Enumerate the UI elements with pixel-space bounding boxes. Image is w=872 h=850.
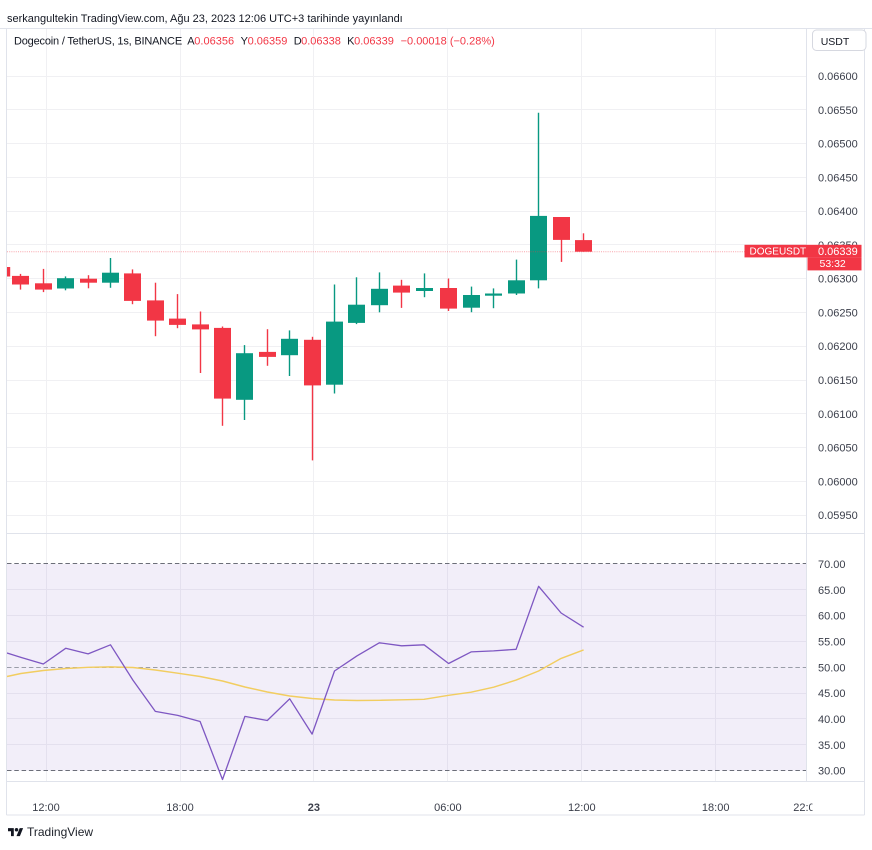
svg-text:0.06100: 0.06100 bbox=[818, 409, 858, 421]
svg-text:18:00: 18:00 bbox=[702, 802, 730, 814]
svg-text:0.06400: 0.06400 bbox=[818, 206, 858, 218]
svg-text:65.00: 65.00 bbox=[818, 585, 846, 597]
svg-text:D: D bbox=[294, 35, 302, 47]
svg-text:0.06150: 0.06150 bbox=[818, 375, 858, 387]
svg-text:06:00: 06:00 bbox=[434, 802, 462, 814]
svg-text:0.06300: 0.06300 bbox=[818, 274, 858, 286]
svg-text:Dogecoin / TetherUS, 1s, BINAN: Dogecoin / TetherUS, 1s, BINANCE bbox=[14, 35, 182, 47]
svg-text:12:00: 12:00 bbox=[568, 802, 596, 814]
svg-text:−0.00018 (−0.28%): −0.00018 (−0.28%) bbox=[401, 35, 495, 47]
svg-text:0.06250: 0.06250 bbox=[818, 308, 858, 320]
svg-text:0.06339: 0.06339 bbox=[818, 246, 858, 258]
svg-text:55.00: 55.00 bbox=[818, 637, 846, 649]
svg-text:23: 23 bbox=[308, 802, 320, 814]
svg-text:0.06450: 0.06450 bbox=[818, 172, 858, 184]
svg-text:0.06550: 0.06550 bbox=[818, 105, 858, 117]
svg-text:0.06356: 0.06356 bbox=[194, 35, 234, 47]
svg-text:0.06500: 0.06500 bbox=[818, 139, 858, 151]
svg-text:0.06000: 0.06000 bbox=[818, 476, 858, 488]
svg-text:45.00: 45.00 bbox=[818, 688, 846, 700]
svg-text:DOGEUSDT: DOGEUSDT bbox=[750, 247, 807, 258]
svg-text:50.00: 50.00 bbox=[818, 662, 846, 674]
svg-text:0.06339: 0.06339 bbox=[354, 35, 394, 47]
svg-text:12:00: 12:00 bbox=[32, 802, 60, 814]
svg-text:USDT: USDT bbox=[821, 36, 850, 48]
svg-text:60.00: 60.00 bbox=[818, 611, 846, 623]
svg-text:0.06200: 0.06200 bbox=[818, 341, 858, 353]
svg-text:Y: Y bbox=[241, 35, 249, 47]
svg-text:53:32: 53:32 bbox=[820, 258, 846, 270]
svg-text:18:00: 18:00 bbox=[166, 802, 194, 814]
svg-text:0.06600: 0.06600 bbox=[818, 71, 858, 83]
svg-text:30.00: 30.00 bbox=[818, 766, 846, 778]
svg-text:0.05950: 0.05950 bbox=[818, 510, 858, 522]
svg-text:0.06359: 0.06359 bbox=[248, 35, 288, 47]
svg-text:TradingView: TradingView bbox=[27, 825, 93, 839]
svg-text:40.00: 40.00 bbox=[818, 714, 846, 726]
svg-text:70.00: 70.00 bbox=[818, 559, 846, 571]
svg-text:35.00: 35.00 bbox=[818, 740, 846, 752]
svg-text:A: A bbox=[187, 35, 195, 47]
svg-text:22:00: 22:00 bbox=[793, 802, 821, 814]
svg-text:K: K bbox=[347, 35, 355, 47]
svg-text:0.06338: 0.06338 bbox=[301, 35, 341, 47]
svg-text:serkangultekin TradingView.com: serkangultekin TradingView.com, Ağu 23, … bbox=[7, 13, 403, 25]
svg-text:0.06050: 0.06050 bbox=[818, 443, 858, 455]
